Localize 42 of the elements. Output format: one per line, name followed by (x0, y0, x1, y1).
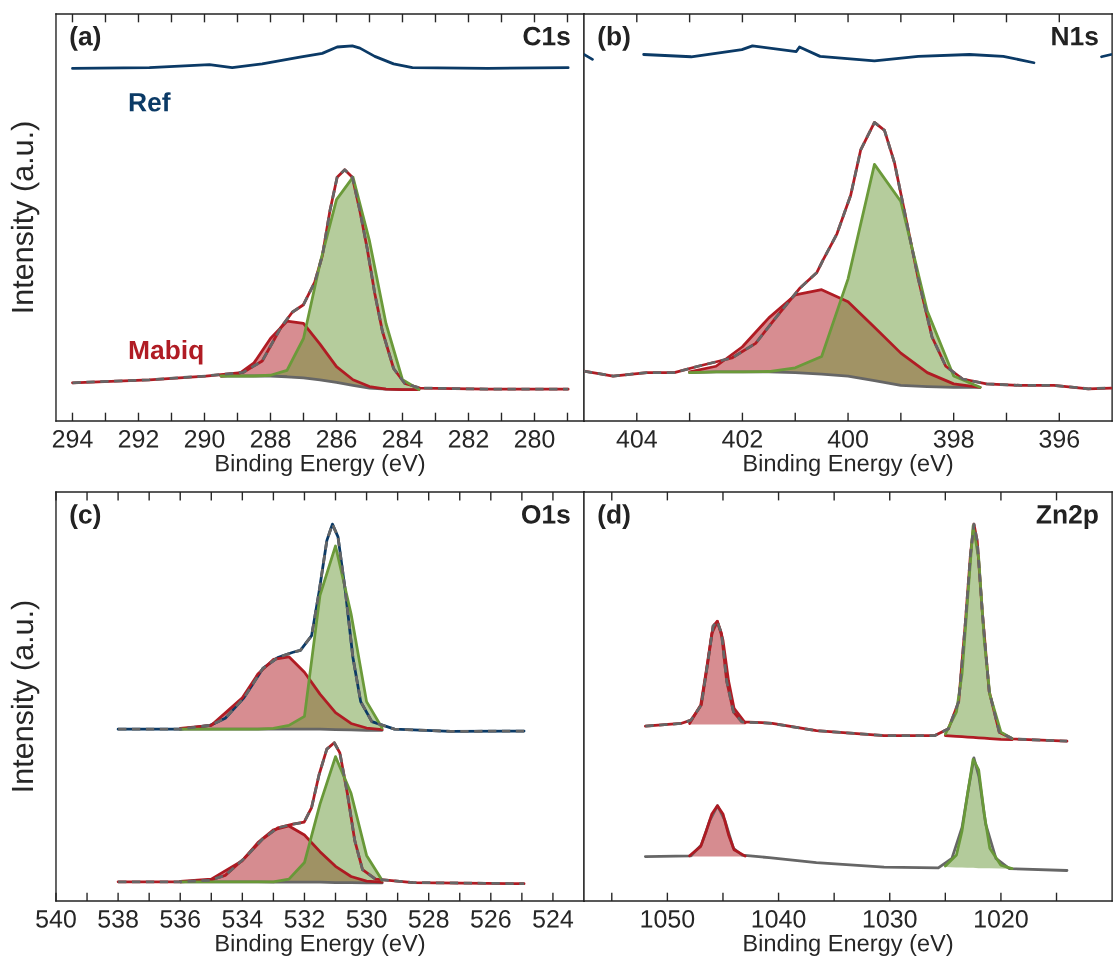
x-tick-label: 534 (222, 910, 263, 928)
x-tick-label: 1030 (863, 910, 917, 928)
text: C1s (523, 26, 570, 46)
annotation: (d) (598, 504, 630, 529)
y-axis-title: Intensity (a.u.) (10, 601, 40, 791)
x-tick-label: 1050 (641, 910, 695, 928)
x-tick-label: 536 (160, 910, 200, 928)
x-tick-label: 538 (98, 910, 138, 928)
x-tick-label: 532 (284, 910, 325, 928)
x-axis-title: Binding Energy (eV) (744, 454, 953, 477)
x-tick-label: 282 (448, 430, 489, 448)
annotation: (c) (70, 504, 101, 529)
x-tick-label: 292 (118, 430, 159, 448)
series-label: Mabiq (129, 339, 203, 365)
x-tick-label: 398 (933, 430, 974, 448)
x-tick-label: 526 (470, 910, 511, 928)
x-axis-title: Binding Energy (eV) (216, 934, 425, 957)
annotation: (a) (70, 26, 101, 51)
x-tick-label: 400 (827, 430, 868, 448)
x-tick-label: 396 (1039, 430, 1080, 448)
x-axis-title: Binding Energy (eV) (216, 454, 425, 477)
x-tick-label: 280 (514, 430, 555, 448)
x-tick-label: 404 (616, 430, 657, 448)
x-tick-label: 524 (533, 910, 574, 928)
annotation: Zn2p (1036, 504, 1098, 529)
x-tick-label: 288 (250, 430, 291, 448)
x-tick-label: 1040 (752, 910, 806, 928)
x-tick-label: 402 (722, 430, 763, 448)
annotation: (b) (598, 26, 630, 51)
x-tick-label: 294 (52, 430, 93, 448)
series-label: Ref (129, 92, 171, 112)
x-tick-label: 528 (408, 910, 449, 928)
x-tick-label: 286 (316, 430, 357, 448)
x-tick-label: 540 (36, 910, 76, 928)
y-axis-title: Intensity (a.u.) (10, 122, 40, 312)
x-tick-label: 1020 (975, 910, 1028, 928)
x-tick-label: 284 (382, 430, 423, 448)
x-tick-label: 290 (184, 430, 225, 448)
x-axis-title: Binding Energy (eV) (744, 934, 953, 957)
x-tick-label: 530 (346, 910, 387, 928)
text: O1s (522, 504, 570, 524)
text: N1s (1052, 27, 1098, 46)
